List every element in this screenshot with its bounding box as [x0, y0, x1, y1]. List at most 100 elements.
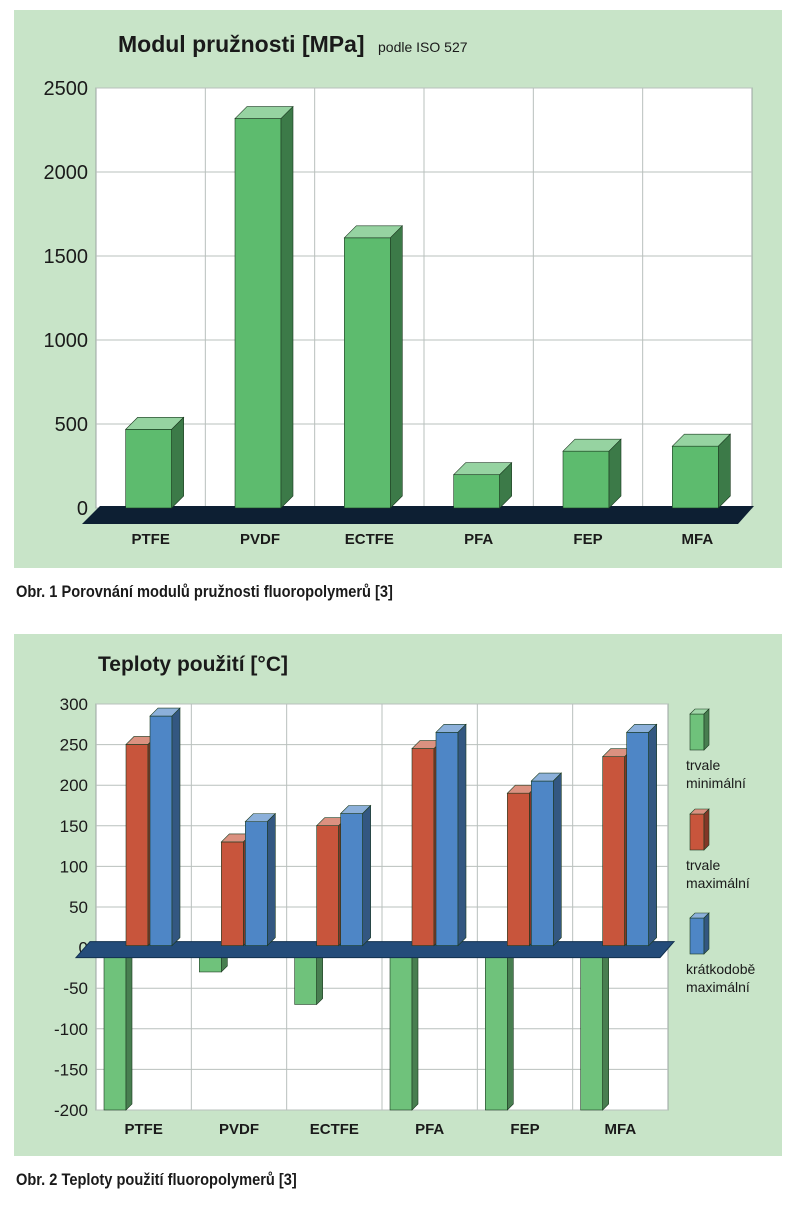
chart1-bar-side [608, 438, 622, 509]
chart2-bar-short-front [435, 731, 459, 946]
chart2-bar-max-front [411, 748, 435, 946]
chart2-bar-min-front [294, 953, 317, 1005]
chart1-bar [671, 433, 732, 509]
chart1-x-tick: PTFE [131, 531, 169, 548]
chart2-bar-short-side [648, 723, 657, 947]
chart2-bar-min-side [125, 946, 133, 1111]
chart2-bar-min-front [580, 953, 603, 1111]
chart2-bar-min-front [389, 953, 413, 1111]
chart1-x-tick: FEP [573, 531, 602, 548]
chart2-bar-min [103, 946, 133, 1111]
chart2-bar-max-front [316, 825, 339, 946]
chart2-x-tick: PFA [415, 1121, 444, 1138]
chart2-bar-max-front [602, 756, 625, 946]
chart1-y-tick: 2500 [44, 78, 89, 100]
chart2-legend-swatch-front [689, 713, 705, 751]
chart2-bar-short-side [362, 804, 371, 947]
chart1-bar [562, 438, 622, 509]
chart2-y-tick: -50 [63, 979, 88, 998]
chart1-bar-front [453, 474, 500, 509]
chart2-bar-max-front [125, 744, 149, 946]
chart1-bar [234, 105, 294, 509]
chart2-bar-short [339, 804, 372, 947]
chart2-bar-short [530, 772, 563, 947]
chart2-bar-min [389, 946, 419, 1111]
chart2-bar-max-front [221, 841, 244, 946]
chart1-y-tick: 0 [77, 498, 88, 520]
chart2-legend-swatch [689, 708, 710, 751]
chart2-bar-short-side [267, 812, 276, 947]
chart1-bar-side [390, 225, 403, 509]
chart2-y-tick: 100 [60, 857, 88, 876]
chart1-y-tick: 1000 [44, 330, 89, 352]
chart1-bar-side [280, 105, 294, 509]
chart1-bar-side [718, 433, 731, 509]
chart2-y-tick: 0 [79, 939, 88, 958]
chart1-bar-front [125, 429, 172, 509]
chart1-y-tick: 1500 [44, 246, 89, 268]
chart2-x-tick: FEP [510, 1121, 539, 1138]
chart1-title: Modul pružnosti [MPa] [118, 31, 365, 57]
chart2-bar-max-front [507, 792, 530, 946]
chart2-bar-short-side [171, 707, 181, 947]
chart2-bar-short-side [457, 723, 467, 947]
chart2-bar-short [435, 723, 467, 947]
chart1-bar-side [171, 416, 184, 509]
chart2-y-tick: 50 [69, 898, 88, 917]
chart2-bar-short [149, 707, 181, 947]
chart2-y-tick: -150 [54, 1060, 88, 1079]
chart2-bar-short-front [245, 821, 268, 946]
chart1-bar [452, 461, 513, 509]
figure1-caption: Obr. 1 Porovnání modulů pružnosti fluoro… [16, 582, 393, 601]
chart2-legend-swatch [689, 912, 710, 955]
chart2-bar-short [244, 812, 277, 947]
chart2-bar-min-side [507, 946, 514, 1111]
chart2-legend-label: trvale [686, 857, 720, 873]
chart2-x-tick: PTFE [124, 1121, 162, 1138]
chart2-y-tick: 200 [60, 776, 88, 795]
chart1-bar-front [562, 450, 610, 509]
chart2-bar-short-front [531, 780, 554, 946]
chart2-legend-swatch-side [703, 808, 710, 851]
chart1-subtitle: podle ISO 527 [378, 39, 468, 55]
chart2-bar-short-front [626, 731, 649, 946]
chart2-legend-label: maximální [686, 979, 750, 995]
chart2-y-tick: 150 [60, 817, 88, 836]
chart2-bar-min-side [602, 946, 609, 1111]
chart2-bar-short-front [149, 715, 173, 946]
chart2-bar-min [579, 946, 610, 1111]
chart1-x-tick: PVDF [240, 531, 280, 548]
chart2-bar-min-front [485, 953, 508, 1111]
chart1-y-tick: 500 [55, 414, 88, 436]
chart1-x-tick: PFA [464, 531, 493, 548]
chart1-x-tick: ECTFE [345, 531, 394, 548]
chart2-bar-min-side [411, 946, 419, 1111]
figure2-caption: Obr. 2 Teploty použití fluoropolymerů [3… [16, 1170, 297, 1189]
chart2-legend-swatch-side [703, 708, 710, 751]
chart2-legend-swatch-front [689, 813, 705, 851]
chart1-x-tick: MFA [681, 531, 713, 548]
chart2-bar-min-front [103, 953, 127, 1111]
chart2-bar-short-side [553, 772, 562, 947]
chart2-x-tick: MFA [604, 1121, 636, 1138]
chart2-bar-short [625, 723, 658, 947]
chart2-x-tick: ECTFE [310, 1121, 359, 1138]
chart1-y-tick: 2000 [44, 162, 89, 184]
chart2-y-tick: -200 [54, 1101, 88, 1120]
chart2-legend-label: trvale [686, 757, 720, 773]
chart1-bar-front [344, 237, 391, 509]
chart2-bar-min [484, 946, 515, 1111]
chart1-bar [343, 225, 404, 509]
chart2-y-tick: 300 [60, 695, 88, 714]
chart1-bar [124, 416, 185, 509]
chart2-bar-short-front [340, 813, 363, 946]
chart2-y-tick: 250 [60, 736, 88, 755]
chart2-legend-swatch-front [689, 917, 705, 955]
chart2-y-tick: -100 [54, 1020, 88, 1039]
chart2-legend-swatch-side [703, 912, 710, 955]
chart2-title: Teploty použití [°C] [98, 653, 288, 676]
chart2-legend-label: minimální [686, 775, 746, 791]
chart2-legend-swatch [689, 808, 710, 851]
